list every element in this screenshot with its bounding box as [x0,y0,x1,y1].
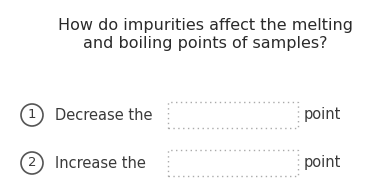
Text: 1: 1 [28,108,36,122]
Text: Decrease the: Decrease the [55,108,152,123]
FancyBboxPatch shape [168,150,298,176]
Text: 2: 2 [28,157,36,169]
Circle shape [21,152,43,174]
Text: point: point [304,156,341,170]
Text: Increase the: Increase the [55,156,146,170]
FancyBboxPatch shape [168,102,298,128]
Text: How do impurities affect the melting: How do impurities affect the melting [58,18,353,33]
Text: and boiling points of samples?: and boiling points of samples? [83,36,327,51]
Text: point: point [304,108,341,123]
Circle shape [21,104,43,126]
